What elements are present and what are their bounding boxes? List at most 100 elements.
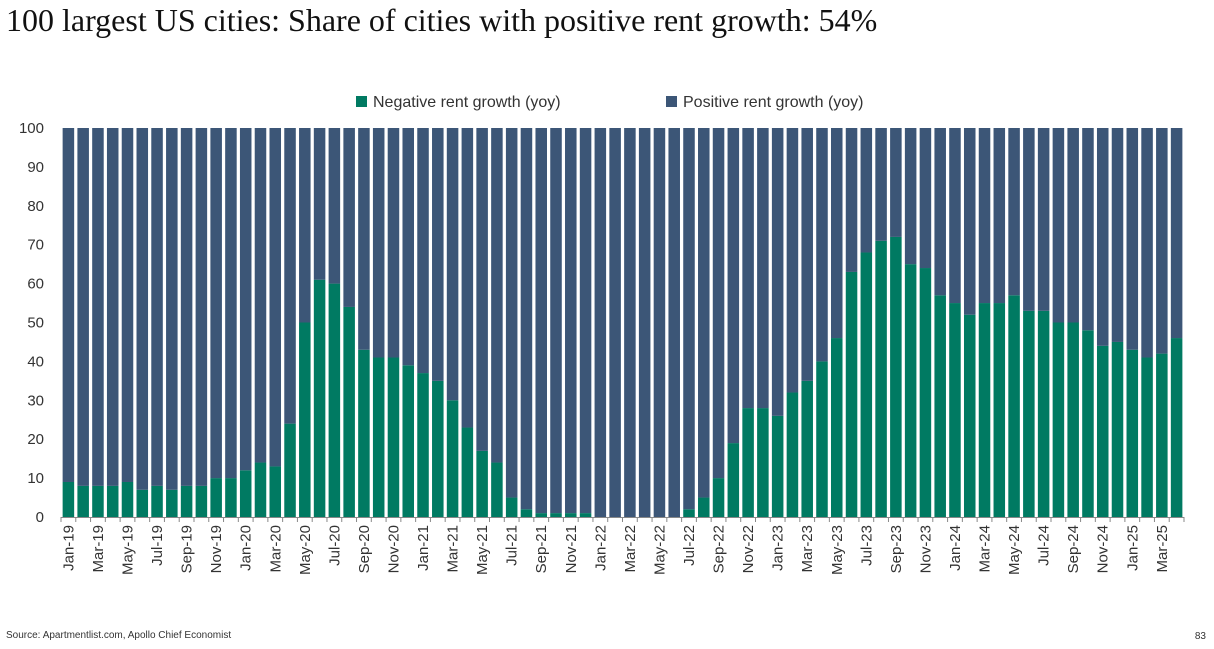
bar-negative-May-19: [121, 481, 134, 517]
bar-positive-Jan-23: [771, 128, 784, 416]
bar-positive-Jun-20: [313, 128, 326, 280]
bar-negative-Sep-21: [535, 513, 547, 517]
bar-positive-Oct-20: [372, 128, 385, 358]
x-tick-label: Mar-22: [622, 525, 639, 573]
bar-negative-Nov-20: [387, 357, 400, 517]
bar-negative-Jun-19: [136, 489, 149, 517]
bar-negative-Dec-22: [757, 408, 769, 517]
legend-label-negative: Negative rent growth (yoy): [373, 94, 561, 111]
bar-positive-Dec-19: [225, 128, 237, 479]
x-tick-label: Jan-20: [238, 525, 255, 571]
bar-positive-Feb-25: [1141, 128, 1153, 358]
bar-negative-Jul-21: [505, 497, 518, 517]
bar-positive-Mar-22: [624, 128, 636, 517]
bar-negative-Sep-24: [1067, 322, 1079, 517]
x-tick-label: Sep-19: [179, 525, 196, 573]
bar-positive-Aug-19: [166, 128, 178, 490]
x-tick-label: Jul-21: [504, 525, 521, 566]
bar-negative-May-21: [476, 450, 488, 517]
x-tick-label: Jul-23: [858, 525, 875, 566]
bar-positive-Nov-20: [387, 128, 400, 358]
source-note: Source: Apartmentlist.com, Apollo Chief …: [6, 630, 232, 641]
bar-negative-Apr-20: [284, 423, 296, 517]
bar-negative-Feb-25: [1141, 357, 1153, 517]
x-tick-label: Mar-21: [445, 525, 462, 573]
bar-positive-Sep-22: [712, 128, 725, 479]
bar-negative-Feb-21: [432, 380, 444, 517]
bar-negative-Jan-20: [239, 470, 252, 517]
y-tick-label: 100: [19, 120, 44, 137]
bar-positive-Jun-23: [845, 128, 858, 272]
x-tick-label: Nov-19: [208, 525, 225, 573]
x-tick-label: May-24: [1006, 525, 1023, 575]
bar-positive-Dec-20: [402, 128, 415, 366]
bar-negative-Aug-20: [343, 306, 355, 517]
bar-negative-May-23: [830, 338, 843, 517]
x-tick-label: May-19: [119, 525, 136, 575]
x-tick-label: Sep-24: [1065, 525, 1082, 573]
x-tick-label: Sep-20: [356, 525, 373, 573]
bar-negative-Sep-22: [712, 478, 725, 517]
bar-positive-Dec-24: [1111, 128, 1124, 342]
bar-negative-Oct-21: [550, 513, 562, 517]
bar-negative-Mar-25: [1156, 353, 1168, 517]
x-tick-label: May-21: [474, 525, 491, 575]
bar-negative-Dec-19: [225, 478, 237, 517]
bar-negative-Aug-22: [698, 497, 710, 517]
bar-positive-Apr-21: [461, 128, 474, 428]
bar-positive-Jun-19: [136, 128, 149, 490]
bar-positive-Jun-22: [668, 128, 680, 517]
bar-negative-Nov-19: [210, 478, 222, 517]
bar-positive-Mar-19: [92, 128, 104, 486]
x-tick-label: Jan-23: [770, 525, 787, 571]
y-tick-label: 90: [27, 159, 44, 176]
bar-positive-Sep-19: [180, 128, 193, 486]
bar-negative-Mar-21: [446, 400, 459, 517]
x-tick-label: Jan-24: [947, 525, 964, 571]
bar-negative-Feb-19: [77, 485, 89, 517]
bar-positive-Jan-20: [239, 128, 252, 471]
legend: Negative rent growth (yoy) Positive rent …: [356, 94, 864, 111]
x-axis: Jan-19 Mar-19 May-19 Jul-19 Sep-19 Nov-19 Jan-…: [60, 517, 1185, 575]
bar-negative-Mar-19: [92, 485, 104, 517]
bar-negative-Oct-23: [904, 264, 917, 517]
y-tick-label: 40: [27, 353, 44, 370]
bar-negative-Aug-19: [166, 489, 178, 517]
bar-negative-Nov-24: [1096, 345, 1109, 517]
x-tick-label: Mar-20: [267, 525, 284, 573]
bar-positive-Oct-23: [904, 128, 917, 265]
y-tick-label: 20: [27, 431, 44, 448]
bar-positive-Apr-24: [993, 128, 1006, 304]
bar-negative-Jun-21: [491, 462, 503, 517]
bar-negative-Jan-19: [62, 481, 75, 517]
bar-negative-May-24: [1008, 295, 1020, 517]
bar-negative-Nov-21: [565, 513, 577, 517]
bar-negative-Apr-25: [1170, 338, 1183, 517]
bar-positive-Aug-22: [698, 128, 710, 498]
bar-positive-Nov-24: [1096, 128, 1109, 346]
y-axis: 0 10 20 30 40 50 60 70 80 90 100: [19, 120, 44, 526]
bar-positive-Mar-23: [801, 128, 813, 381]
bar-positive-Apr-22: [638, 128, 651, 517]
bar-negative-Sep-23: [890, 236, 902, 518]
bar-negative-May-20: [299, 322, 311, 517]
bar-negative-Aug-21: [520, 509, 533, 517]
bar-positive-Apr-25: [1170, 128, 1183, 339]
bar-positive-Jun-24: [1023, 128, 1035, 311]
x-tick-label: May-20: [297, 525, 314, 575]
x-tick-label: Nov-22: [740, 525, 757, 573]
x-tick-label: Nov-24: [1095, 525, 1112, 573]
x-tick-label: Mar-19: [90, 525, 107, 573]
bar-positive-May-21: [476, 128, 488, 451]
x-tick-label: Mar-24: [977, 525, 994, 573]
bar-positive-Sep-24: [1067, 128, 1079, 323]
bar-positive-Mar-24: [978, 128, 991, 304]
y-tick-label: 70: [27, 237, 44, 254]
x-tick-label: Mar-25: [1154, 525, 1171, 573]
bar-negative-Jul-22: [683, 509, 695, 517]
bar-negative-Jun-24: [1023, 310, 1035, 517]
bar-positive-Apr-19: [106, 128, 119, 486]
bar-negative-Sep-20: [358, 349, 370, 517]
bar-positive-Oct-21: [550, 128, 562, 514]
bar-negative-Jun-20: [313, 279, 326, 517]
